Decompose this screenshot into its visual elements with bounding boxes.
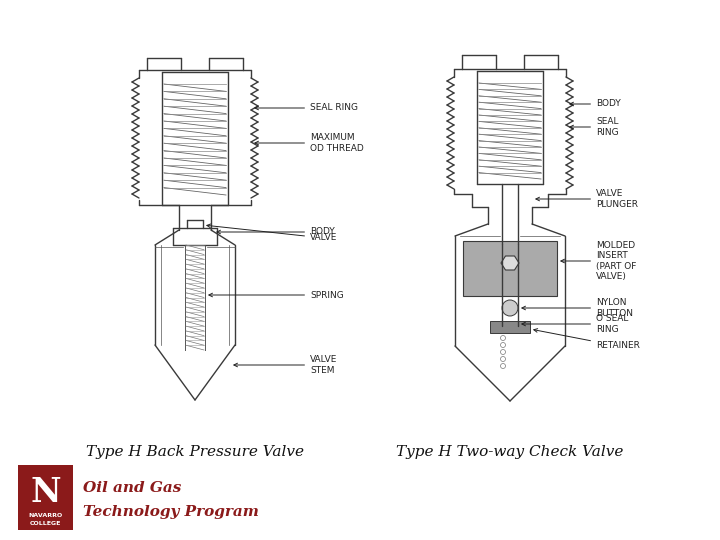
Text: NAVARRO: NAVARRO <box>28 513 63 518</box>
Bar <box>463 241 557 296</box>
Text: VALVE
PLUNGER: VALVE PLUNGER <box>536 190 638 208</box>
Text: MOLDED
INSERT
(PART OF
VALVE): MOLDED INSERT (PART OF VALVE) <box>561 241 636 281</box>
Text: Type H Back Pressure Valve: Type H Back Pressure Valve <box>86 445 304 459</box>
Text: Technology Program: Technology Program <box>83 505 259 519</box>
Polygon shape <box>501 256 519 270</box>
Text: SEAL RING: SEAL RING <box>255 104 358 112</box>
Text: N: N <box>30 476 60 509</box>
Circle shape <box>502 300 518 316</box>
Text: RETAINER: RETAINER <box>534 329 640 350</box>
Text: MAXIMUM
OD THREAD: MAXIMUM OD THREAD <box>255 133 364 153</box>
Bar <box>490 321 530 333</box>
Text: COLLEGE: COLLEGE <box>30 521 61 526</box>
Text: O SEAL
RING: O SEAL RING <box>522 314 629 334</box>
Text: VALVE
STEM: VALVE STEM <box>234 355 338 375</box>
Text: SPRING: SPRING <box>209 291 343 300</box>
Text: NYLON
BUTTON: NYLON BUTTON <box>522 298 633 318</box>
Text: SEAL
RING: SEAL RING <box>570 117 618 137</box>
Text: BODY: BODY <box>570 99 621 109</box>
Text: Type H Two-way Check Valve: Type H Two-way Check Valve <box>396 445 624 459</box>
Text: BODY: BODY <box>217 227 335 237</box>
Text: VALVE: VALVE <box>207 224 338 242</box>
Bar <box>18 465 73 530</box>
Text: Oil and Gas: Oil and Gas <box>83 481 181 495</box>
